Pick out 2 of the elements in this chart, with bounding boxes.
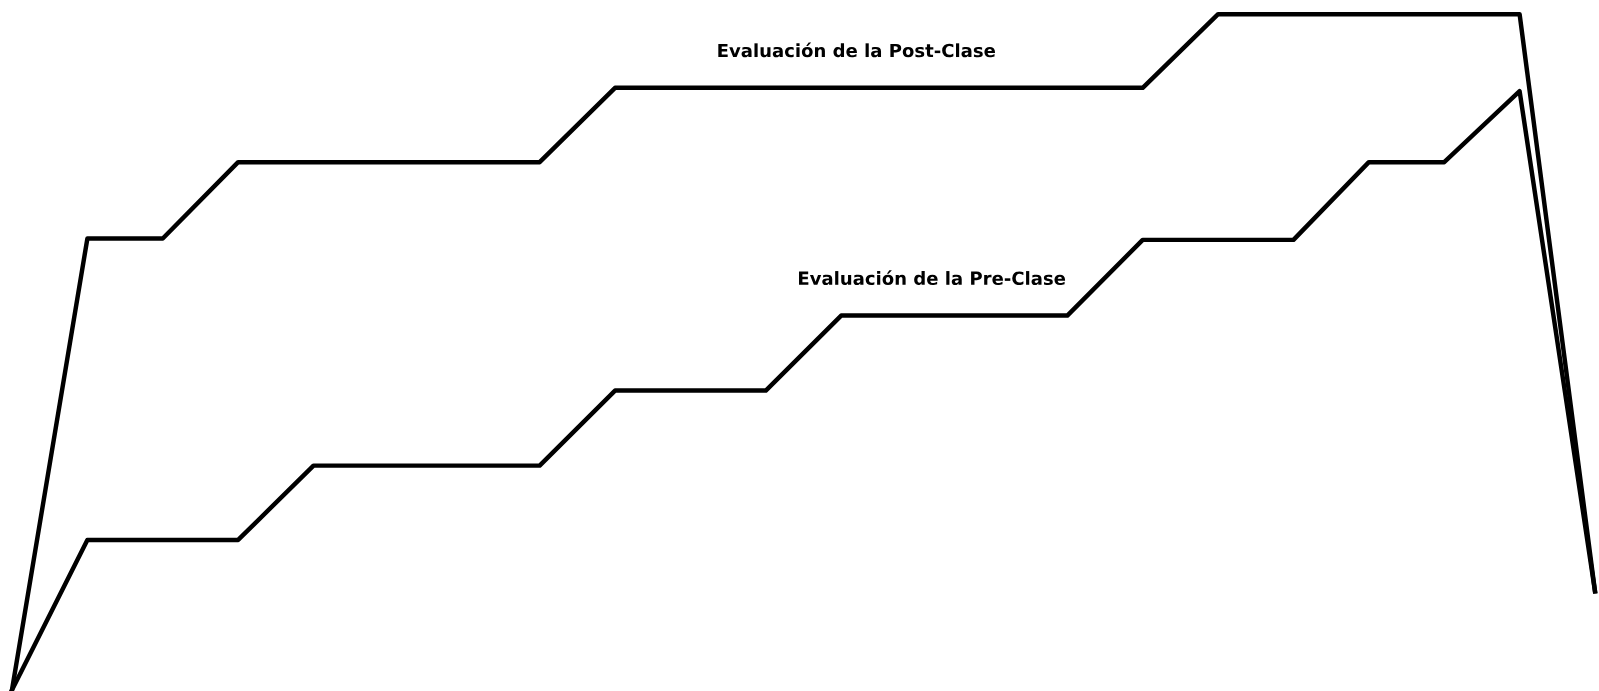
series-label: Evaluación de la Post-Clase xyxy=(718,42,995,58)
series-label: Evaluación de la Pre-Clase xyxy=(799,270,1066,286)
